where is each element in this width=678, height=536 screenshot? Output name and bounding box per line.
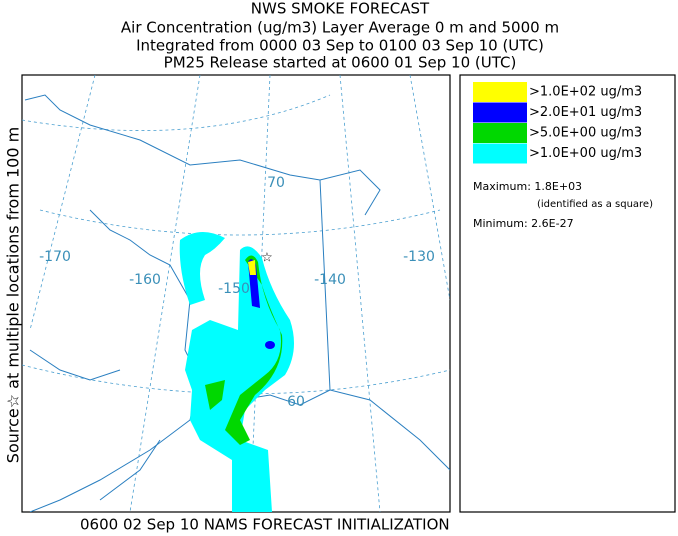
legend: Maximum: 1.8E+03 (identified as a square… (459, 74, 676, 513)
lon-label: -140 (314, 272, 346, 288)
lat-label: 60 (287, 394, 305, 410)
lon-label: -160 (129, 272, 161, 288)
source-label: Source☆ at multiple locations from 100 m (4, 127, 23, 463)
subtitle: Air Concentration (ug/m3) Layer Average … (121, 19, 559, 37)
maximum: Maximum: 1.8E+03 (473, 180, 582, 193)
lon-label: -170 (39, 249, 71, 265)
legend-swatch (473, 143, 527, 164)
subtitle: Integrated from 0000 03 Sep to 0100 03 S… (136, 37, 544, 55)
footer: 0600 02 Sep 10 NAMS FORECAST INITIALIZAT… (80, 516, 450, 534)
map: ☆ -170 -160 -150 -140 -130 70 60 (21, 74, 451, 513)
subtitle: PM25 Release started at 0600 01 Sep 10 (… (164, 54, 517, 72)
legend-label: >1.0E+00 ug/m3 (529, 146, 642, 161)
lat-label: 70 (267, 175, 285, 191)
legend-swatch (473, 123, 527, 143)
legend-label: >5.0E+00 ug/m3 (529, 126, 642, 141)
legend-label: >2.0E+01 ug/m3 (529, 105, 642, 120)
legend-swatch (473, 102, 527, 123)
maximum-note: (identified as a square) (537, 199, 653, 210)
minimum: Minimum: 2.6E-27 (473, 217, 574, 230)
source-star: ☆ (261, 251, 273, 266)
title: NWS SMOKE FORECAST (251, 0, 430, 18)
lon-label: -150 (218, 281, 250, 297)
legend-swatch (473, 82, 527, 102)
legend-label: >1.0E+02 ug/m3 (529, 85, 642, 100)
lon-label: -130 (403, 249, 435, 265)
